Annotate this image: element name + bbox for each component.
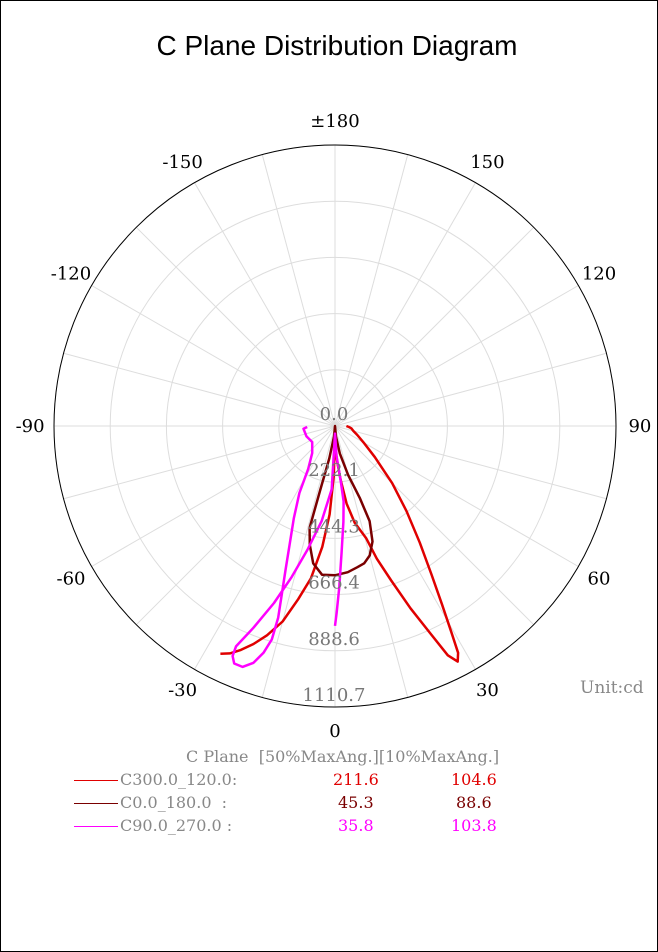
angle-tick-label: 120 bbox=[582, 264, 616, 285]
radial-tick-labels: 0.0 222.1 444.3 666.4 888.6 1110.7 bbox=[303, 404, 366, 706]
radial-tick-label: 666.4 bbox=[308, 573, 360, 594]
grid-spoke bbox=[194, 182, 336, 427]
grid-spoke bbox=[334, 154, 409, 427]
angle-tick-label: -150 bbox=[162, 152, 202, 173]
angle-tick-label: -30 bbox=[168, 680, 197, 701]
table-header: C Plane [50%MaxAng.][10%MaxAng.] bbox=[186, 747, 500, 766]
grid-spoke bbox=[334, 425, 607, 500]
grid-spoke bbox=[135, 226, 336, 427]
row-label: C300.0_120.0: bbox=[120, 770, 238, 789]
angle-tick-label: -60 bbox=[57, 568, 86, 589]
series-line bbox=[220, 424, 460, 663]
radial-tick-label: 222.1 bbox=[308, 460, 360, 481]
row-label: C0.0_180.0 : bbox=[120, 793, 228, 812]
series-layer bbox=[220, 424, 460, 669]
grid-spoke bbox=[194, 425, 336, 670]
radial-tick-label: 888.6 bbox=[308, 629, 360, 650]
angle-tick-label: 0 bbox=[329, 721, 340, 742]
radial-tick-label: 444.3 bbox=[308, 516, 360, 537]
row-value-50: 45.3 bbox=[338, 793, 374, 812]
angle-tick-label: -120 bbox=[51, 264, 91, 285]
angle-tick-labels: ±180 150 120 90 60 30 0 -30 -60 -90 -120 -150 bbox=[16, 111, 652, 742]
row-label: C90.0_270.0 : bbox=[120, 816, 233, 835]
grid-spoke bbox=[334, 425, 476, 670]
angle-tick-label: 30 bbox=[476, 680, 499, 701]
radial-tick-label: 0.0 bbox=[320, 404, 349, 425]
series-line bbox=[231, 425, 345, 669]
grid-spoke bbox=[63, 352, 336, 427]
legend-swatch bbox=[74, 780, 118, 781]
grid-spoke bbox=[63, 425, 336, 500]
grid-spoke bbox=[135, 425, 336, 626]
angle-tick-label: 150 bbox=[470, 152, 504, 173]
angle-tick-label: 60 bbox=[588, 568, 611, 589]
unit-label: Unit:cd bbox=[580, 678, 644, 698]
grid-spoke bbox=[334, 226, 535, 427]
grid-spoke bbox=[91, 285, 336, 427]
grid-spoke bbox=[91, 425, 336, 567]
row-value-10: 103.8 bbox=[451, 816, 497, 835]
angle-tick-label: 90 bbox=[628, 416, 651, 437]
angle-tick-label: -90 bbox=[16, 416, 45, 437]
grid-spoke bbox=[334, 352, 607, 427]
legend-swatch bbox=[74, 803, 118, 804]
radial-tick-label: 1110.7 bbox=[303, 685, 366, 706]
row-value-50: 211.6 bbox=[333, 770, 379, 789]
grid-spoke bbox=[334, 425, 535, 626]
grid-spoke bbox=[334, 182, 476, 427]
grid-spoke bbox=[261, 425, 336, 698]
grid-spoke bbox=[261, 154, 336, 427]
grid-spoke bbox=[334, 285, 579, 427]
row-value-50: 35.8 bbox=[338, 816, 374, 835]
angle-tick-label: ±180 bbox=[310, 111, 359, 132]
row-value-10: 104.6 bbox=[451, 770, 497, 789]
legend-swatch bbox=[74, 826, 118, 827]
outer-circle bbox=[53, 144, 617, 708]
grid-spoke bbox=[334, 425, 579, 567]
chart-title: C Plane Distribution Diagram bbox=[156, 30, 518, 61]
row-value-10: 88.6 bbox=[456, 793, 492, 812]
